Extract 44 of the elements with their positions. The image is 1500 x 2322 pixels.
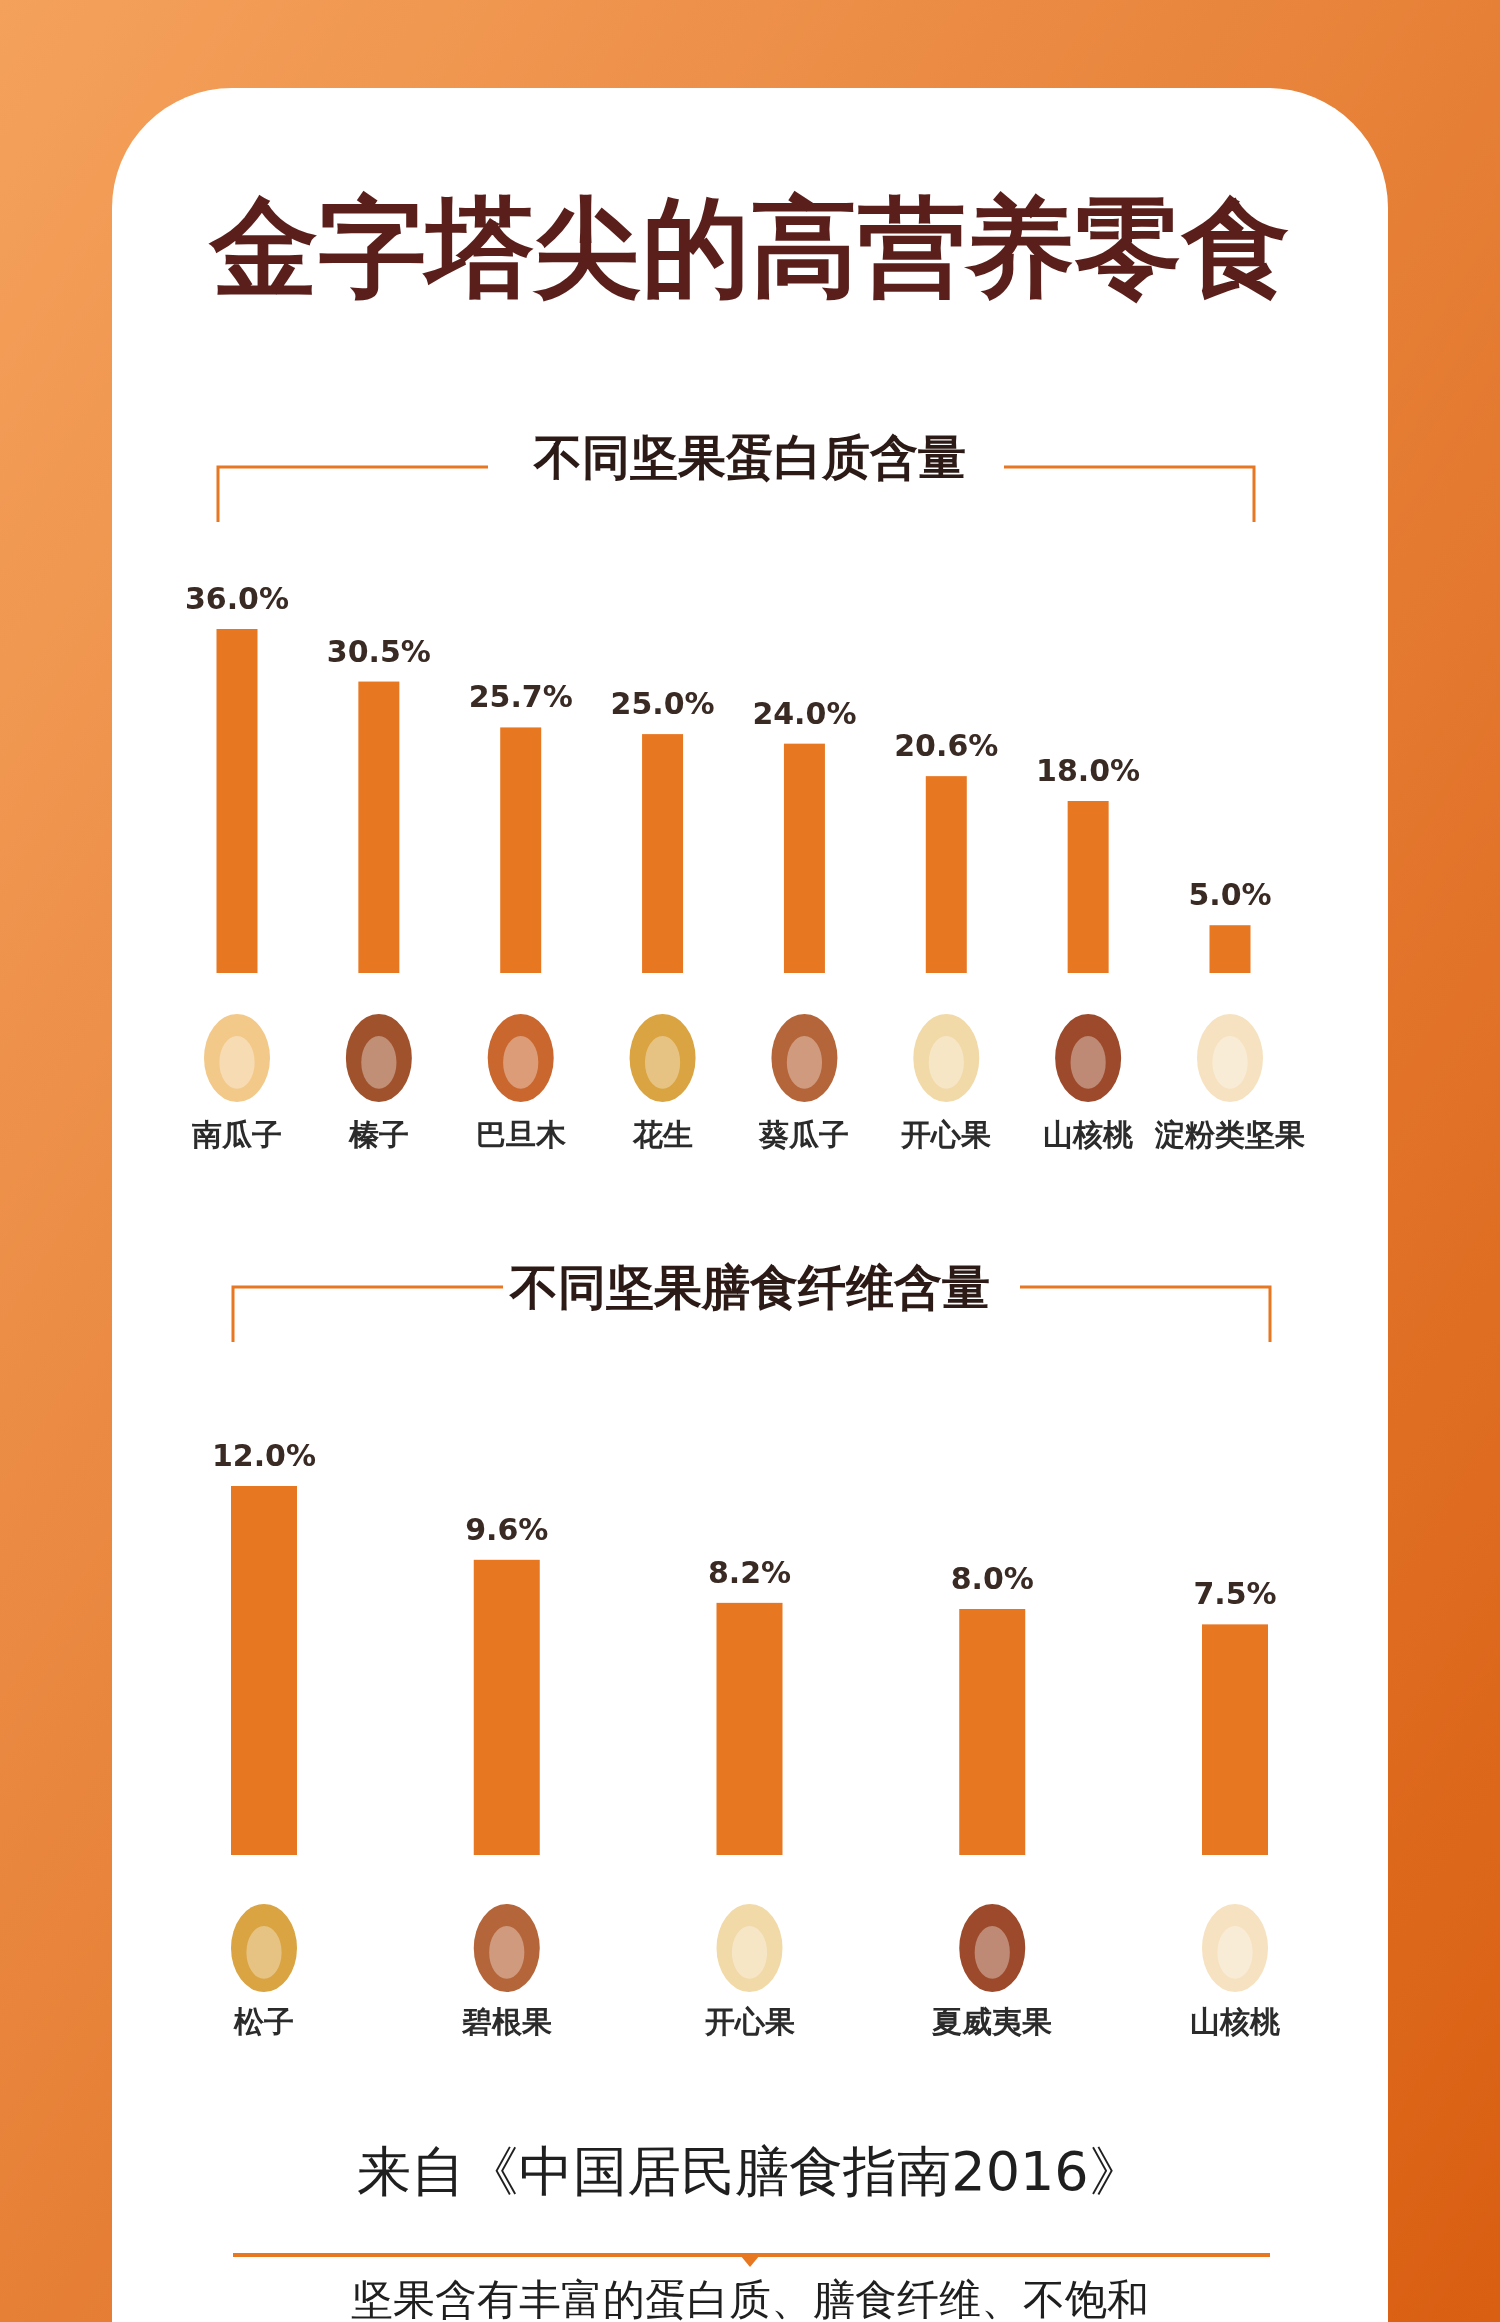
text: 来自《中国居民膳食指南2016》 (357, 2140, 1143, 2203)
x-tick-label: 花生 (631, 1117, 693, 1152)
x-tick-label: 榛子 (347, 1117, 409, 1152)
x-tick-label: 南瓜子 (192, 1117, 282, 1152)
x-tick-label: 碧根果 (460, 2004, 552, 2039)
data-label: 7.5% (1193, 1576, 1277, 1612)
x-tick-label: 山核桃 (1190, 2004, 1281, 2039)
chart-subtitle: 不同坚果蛋白质含量 (533, 429, 966, 485)
x-tick-label: 葵瓜子 (758, 1117, 850, 1152)
x-tick-label: 松子 (233, 2004, 294, 2039)
x-tick-label: 夏威夷果 (931, 2004, 1053, 2039)
x-tick-label: 开心果 (703, 2004, 795, 2039)
chart-title: 金字塔尖的高营养零食 (208, 184, 1290, 310)
bar (500, 727, 542, 973)
text: 坚果含有丰富的蛋白质、膳食纤维、不饱和 (351, 2275, 1149, 2322)
x-tick-label: 开心果 (900, 1117, 992, 1152)
data-label: 24.0% (752, 695, 857, 731)
data-label: 12.0% (211, 1438, 317, 1473)
chart-subtitle: 不同坚果膳食纤维含量 (509, 1259, 990, 1315)
bar (783, 743, 825, 973)
data-label: 25.0% (610, 686, 715, 722)
x-tick-label: 淀粉类坚果 (1154, 1117, 1305, 1152)
x-tick-label: 山核桃 (1043, 1117, 1135, 1152)
data-label: 8.0% (950, 1561, 1034, 1596)
bar (358, 681, 400, 973)
data-label: 30.5% (326, 633, 431, 669)
bar (216, 629, 258, 973)
bar (1067, 801, 1109, 973)
bar (1202, 1624, 1268, 1856)
bar (473, 1559, 540, 1855)
data-label: 25.7% (468, 679, 573, 715)
bar (642, 734, 684, 973)
x-tick-label: 巴旦木 (475, 1117, 567, 1152)
bar (716, 1602, 783, 1855)
bar (959, 1609, 1026, 1855)
data-label: 9.6% (465, 1511, 549, 1547)
data-label: 8.2% (707, 1554, 792, 1590)
data-label: 5.0% (1188, 877, 1272, 913)
data-label: 36.0% (184, 581, 290, 616)
bar (231, 1486, 297, 1855)
data-label: 20.6% (894, 728, 999, 764)
data-label: 18.0% (1036, 753, 1141, 788)
bar (925, 776, 967, 973)
bar (1209, 925, 1251, 973)
